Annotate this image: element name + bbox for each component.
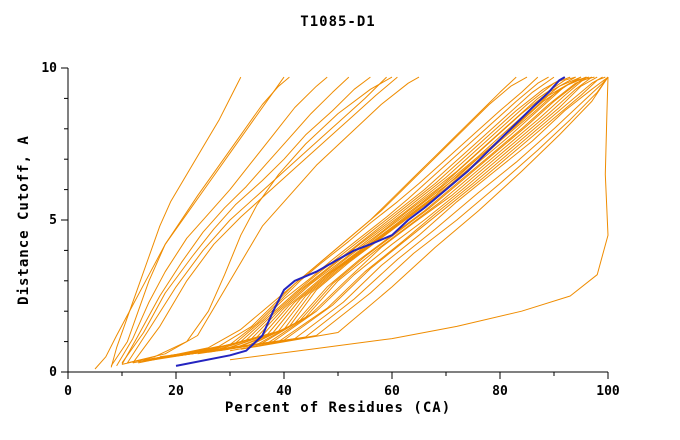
x-tick-label: 80 — [492, 384, 508, 399]
series-line — [132, 76, 398, 364]
series-line — [110, 76, 290, 367]
chart-title: T1085-D1 — [300, 14, 376, 30]
series-line — [132, 76, 517, 364]
series-line — [154, 76, 576, 359]
x-tick-label: 100 — [596, 384, 620, 399]
x-tick-label: 60 — [384, 384, 400, 399]
highlight-series-line — [175, 76, 566, 367]
series-line — [148, 76, 566, 361]
series-line — [192, 76, 598, 355]
series-line — [126, 76, 387, 364]
series-line — [165, 76, 590, 358]
series-line — [148, 76, 571, 361]
x-tick-label: 40 — [276, 384, 292, 399]
series-line — [138, 76, 539, 362]
series-line — [159, 76, 587, 358]
y-tick-label: 0 — [49, 365, 57, 380]
y-tick-label: 10 — [41, 61, 57, 76]
series-line — [229, 76, 609, 352]
series-line — [116, 76, 328, 367]
x-tick-label: 20 — [168, 384, 184, 399]
series-line — [186, 76, 593, 355]
series-line — [138, 76, 528, 364]
series-line — [143, 76, 555, 361]
series-line — [159, 76, 582, 359]
series-line — [229, 77, 609, 361]
series-line — [197, 76, 603, 355]
series-line — [202, 76, 606, 353]
series-line — [181, 76, 587, 356]
series-line — [219, 76, 609, 352]
series-line — [175, 76, 595, 356]
x-tick-label: 0 — [64, 384, 72, 399]
series-line — [121, 76, 350, 365]
series-line — [110, 76, 242, 368]
series-line — [121, 76, 371, 364]
x-axis-label: Percent of Residues (CA) — [224, 400, 452, 416]
series-line — [208, 76, 609, 353]
series-line — [143, 76, 549, 362]
series-line — [240, 76, 609, 350]
y-tick-label: 5 — [49, 213, 57, 228]
series-line — [127, 76, 420, 364]
y-axis-label: Distance Cutoff, A — [16, 135, 32, 305]
series-line — [94, 76, 285, 370]
